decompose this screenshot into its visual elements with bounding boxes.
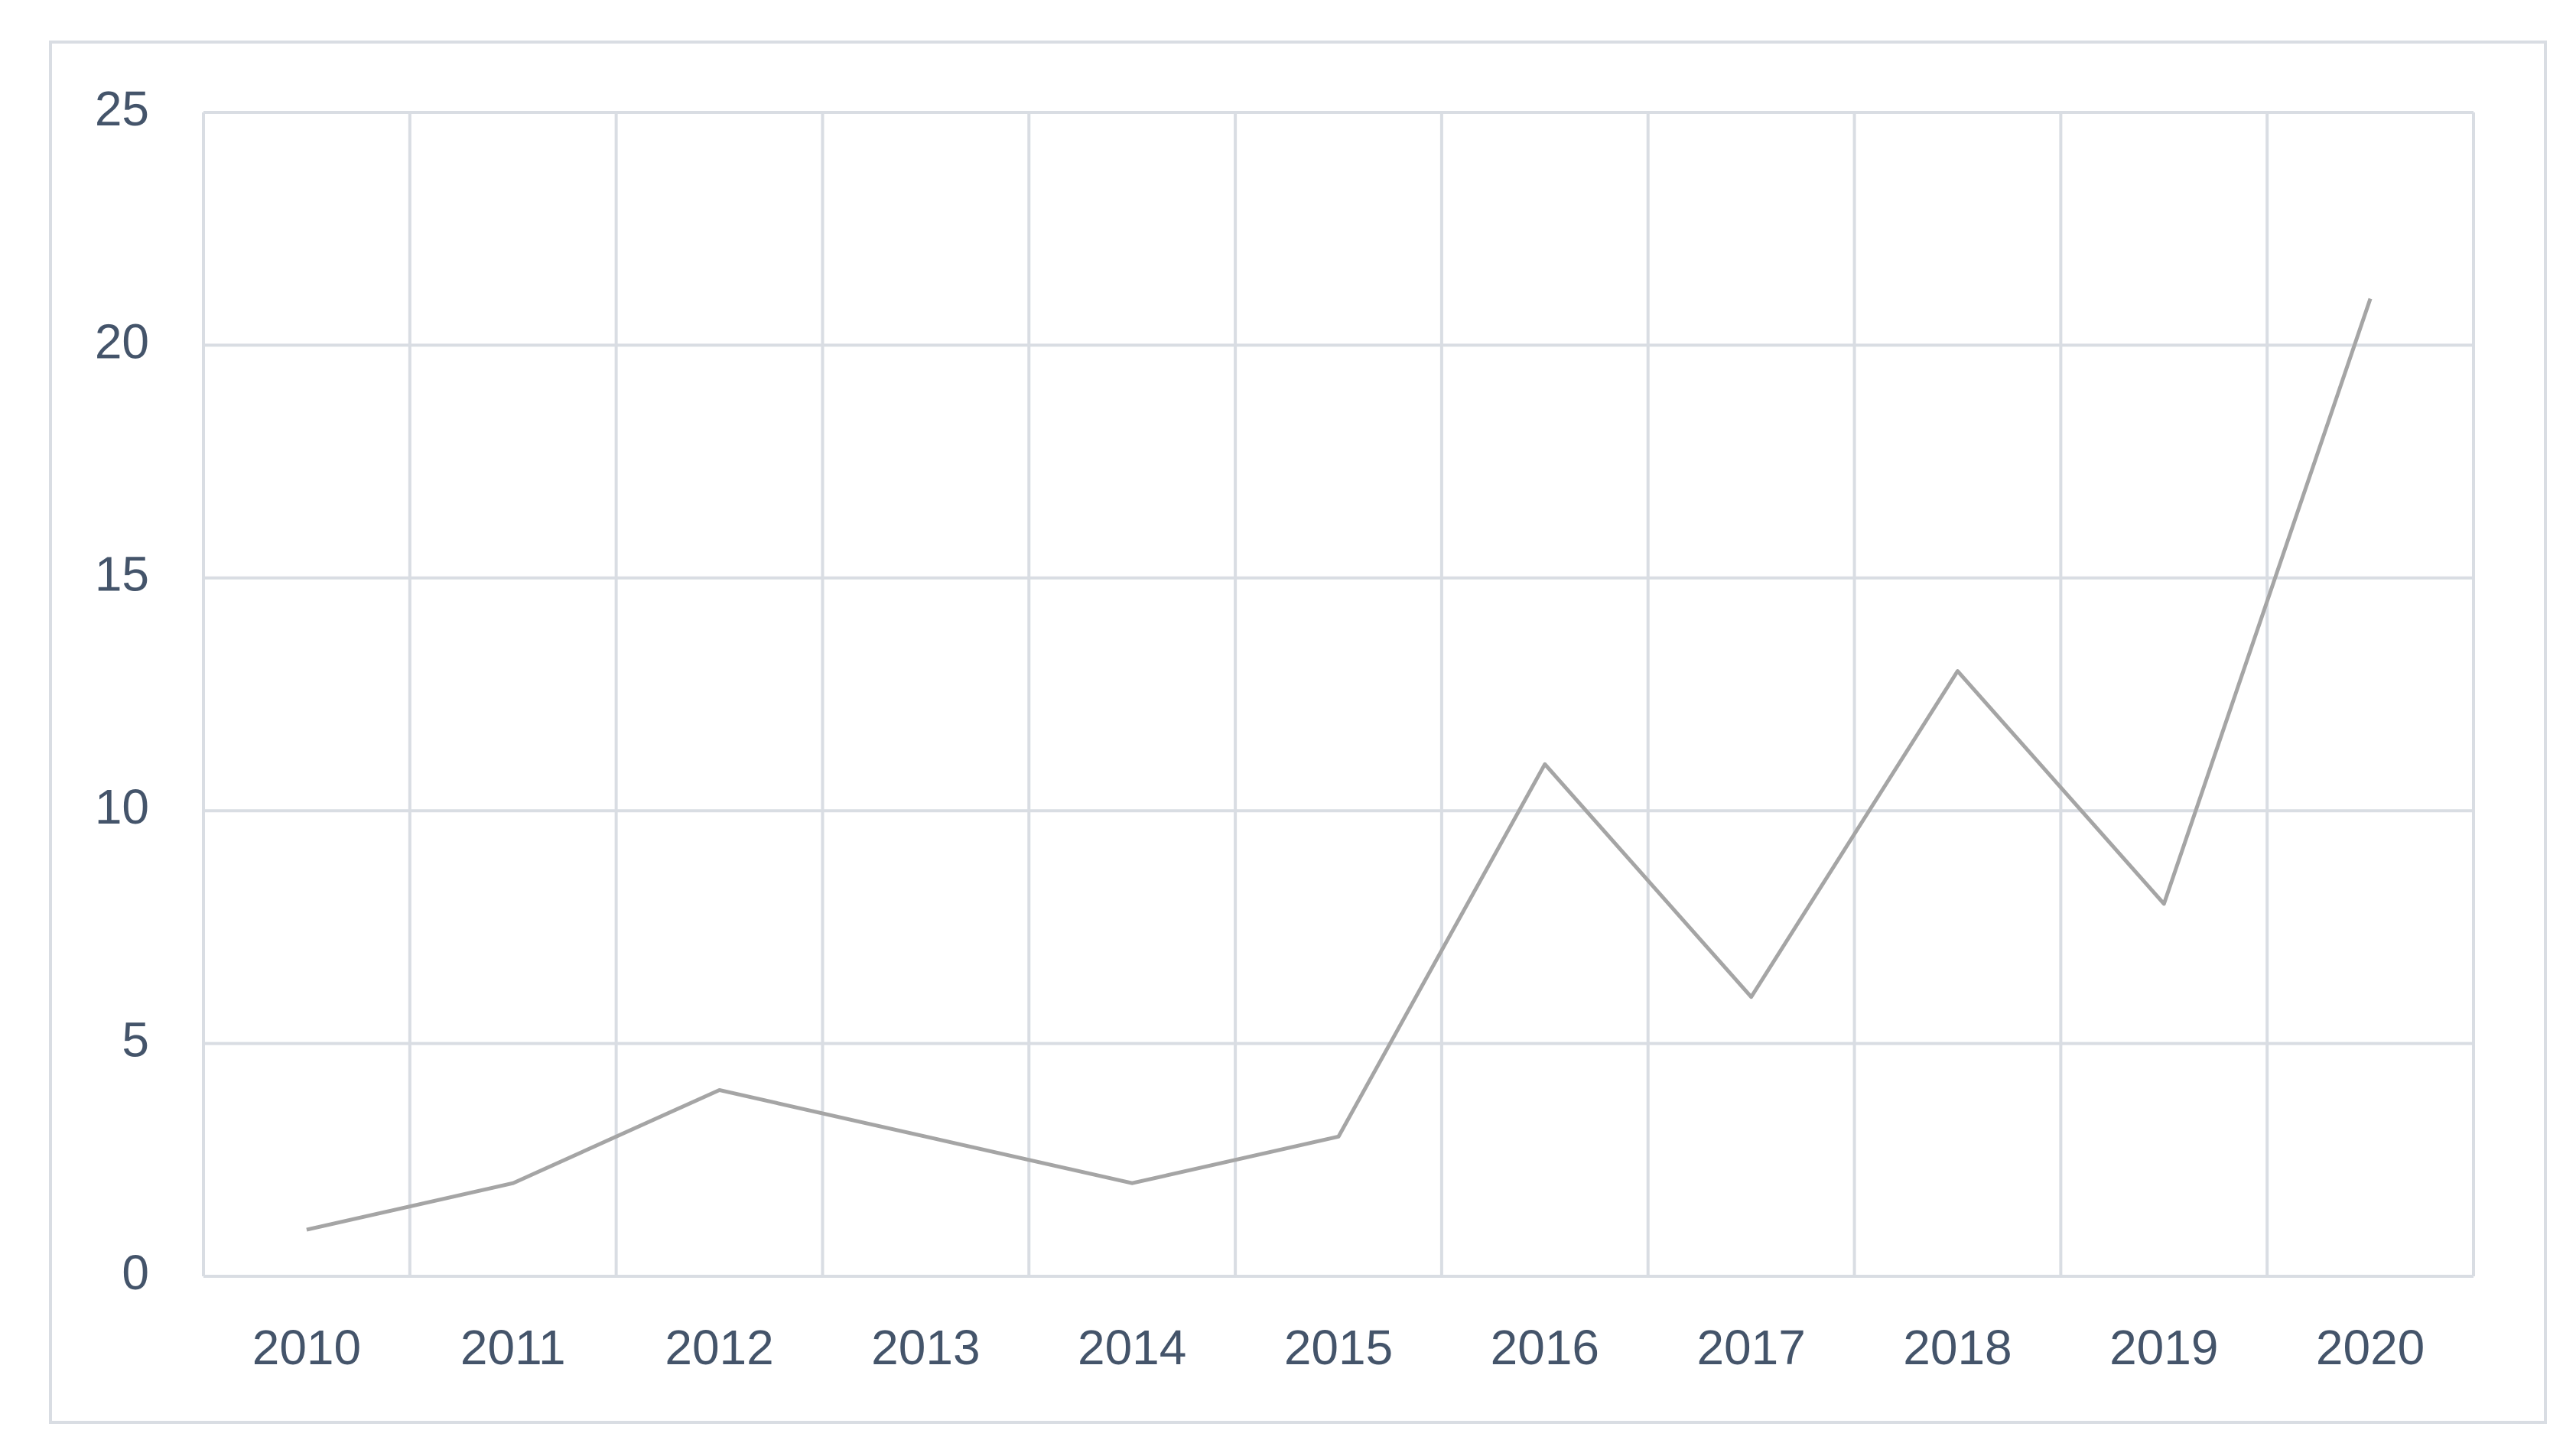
x-tick-label: 2017 [1696, 1320, 1805, 1375]
y-tick-label: 20 [95, 314, 149, 369]
x-tick-label: 2016 [1491, 1320, 1599, 1375]
data-line [306, 297, 2373, 1232]
y-tick-label: 5 [122, 1012, 149, 1068]
x-tick-label: 2010 [252, 1320, 361, 1375]
x-tick-label: 2015 [1284, 1320, 1393, 1375]
x-tick-label: 2019 [2109, 1320, 2218, 1375]
y-tick-label: 0 [122, 1245, 149, 1300]
y-tick-label: 25 [95, 81, 149, 136]
chart-border [49, 41, 2547, 1424]
x-tick-label: 2018 [1903, 1320, 2012, 1375]
x-tick-label: 2020 [2316, 1320, 2425, 1375]
x-tick-label: 2014 [1078, 1320, 1186, 1375]
x-tick-label: 2011 [460, 1320, 566, 1375]
y-tick-label: 15 [95, 547, 149, 602]
y-tick-label: 10 [95, 779, 149, 834]
x-tick-label: 2012 [665, 1320, 773, 1375]
x-tick-label: 2013 [871, 1320, 980, 1375]
